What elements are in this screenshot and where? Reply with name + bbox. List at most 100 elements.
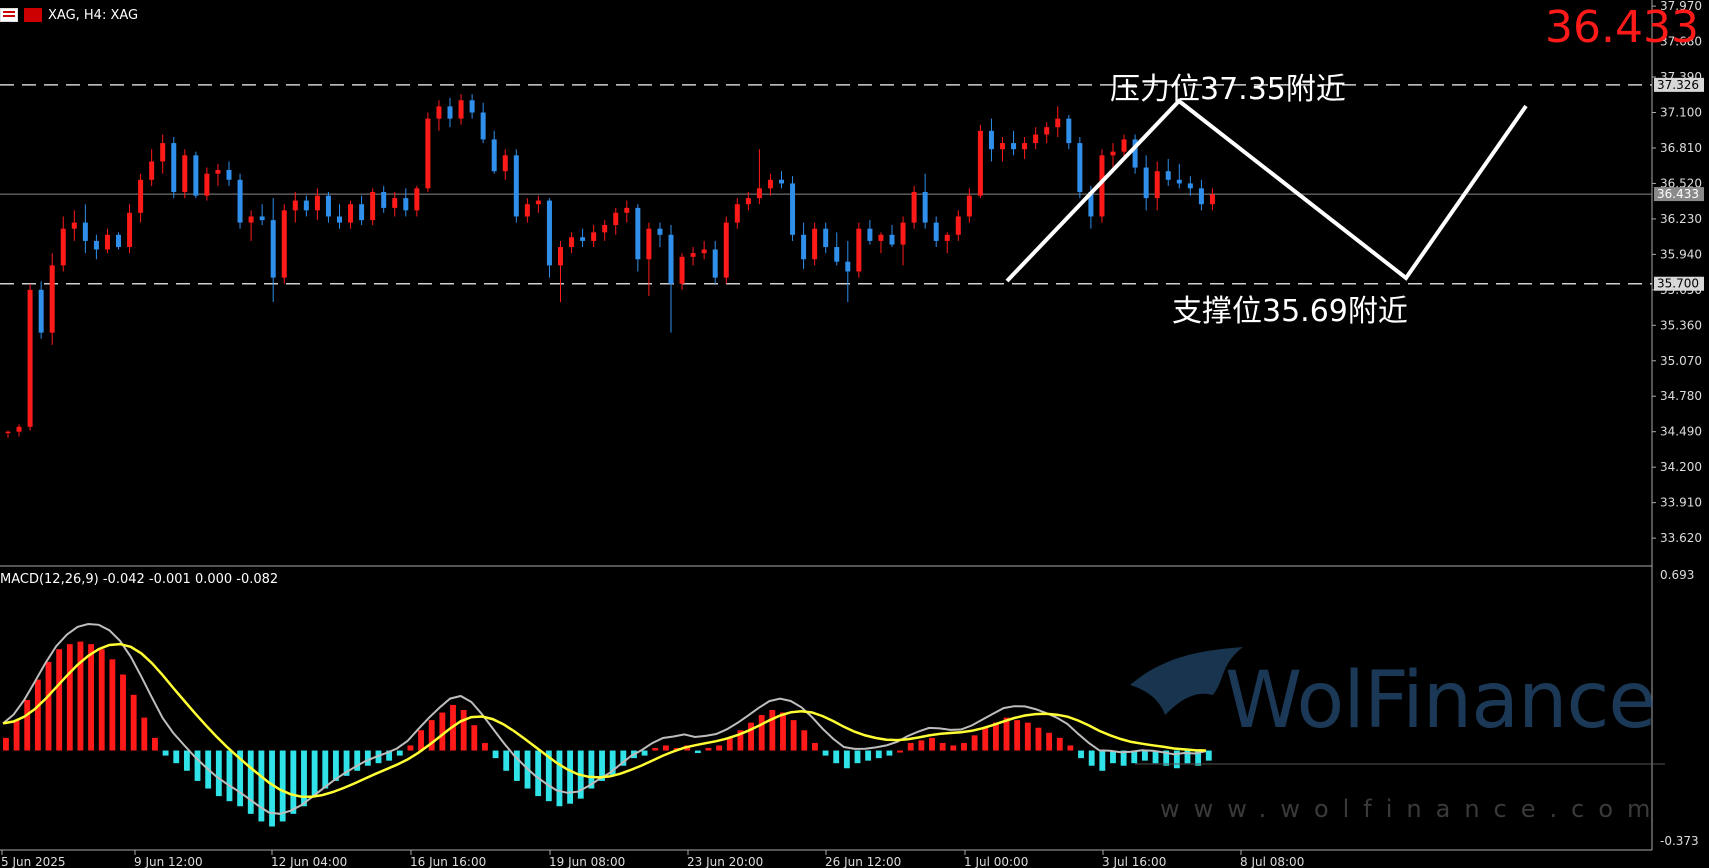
time-tick-label: 12 Jun 04:00: [271, 855, 347, 868]
candle-body: [392, 198, 398, 208]
candle-body: [403, 198, 409, 211]
chart-header: XAG, H4: XAG: [0, 5, 138, 25]
price-tick-label: 37.680: [1660, 35, 1702, 49]
candle-body: [955, 216, 961, 235]
macd-histogram-bar: [769, 710, 776, 751]
current-price-display: 36.433: [1545, 2, 1699, 53]
candle-body: [767, 179, 773, 189]
chart-window-icon[interactable]: [24, 8, 42, 22]
candle-body: [988, 130, 994, 150]
macd-tick-label: 0.693: [1660, 568, 1694, 582]
watermark-url: www.wolfinance.com: [1160, 795, 1665, 823]
time-tick-label: 5 Jun 2025: [1, 855, 66, 868]
candle-body: [1066, 118, 1072, 144]
macd-histogram-bar: [886, 750, 893, 756]
candle-body: [193, 155, 199, 196]
candle-body: [182, 155, 188, 193]
candle-body: [966, 195, 972, 217]
macd-histogram-bar: [875, 750, 882, 759]
candle-body: [701, 249, 707, 254]
candle-body: [933, 222, 939, 241]
macd-histogram-bar: [45, 661, 52, 751]
macd-histogram-bar: [907, 742, 914, 751]
candle-body: [337, 216, 342, 223]
macd-histogram-bar: [141, 717, 148, 751]
candle-body: [569, 237, 575, 248]
candle-body: [226, 169, 232, 180]
macd-histogram-bar: [950, 745, 957, 751]
macd-histogram-bar: [865, 750, 872, 761]
macd-histogram-bar: [183, 750, 190, 771]
macd-histogram-bar: [843, 750, 850, 769]
candle-body: [878, 234, 884, 241]
candle-body: [1099, 155, 1105, 217]
candle-body: [160, 143, 166, 162]
price-levels: [0, 84, 1652, 285]
macd-histogram-bar: [1120, 750, 1127, 766]
watermark-wing-icon: [1130, 647, 1243, 715]
candle-body: [27, 289, 33, 427]
candle-body: [1044, 127, 1050, 135]
macd-histogram-bar: [343, 750, 350, 776]
candle-body: [1055, 118, 1061, 128]
macd-histogram-bar: [439, 712, 446, 751]
macd-histogram-bar: [939, 742, 946, 751]
macd-histogram-bar: [98, 649, 105, 751]
candle-body: [602, 225, 608, 233]
candle-body: [204, 173, 210, 196]
candle-body: [823, 228, 829, 248]
price-tick-label: 35.940: [1660, 247, 1702, 261]
candle-body: [922, 192, 928, 223]
macd-histogram-bar: [705, 747, 712, 751]
candle-body: [1000, 143, 1005, 150]
candle-body: [1077, 143, 1083, 193]
time-tick-label: 9 Jun 12:00: [134, 855, 203, 868]
macd-histogram-bar: [109, 659, 116, 751]
macd-histogram-bar: [971, 735, 978, 751]
macd-panel: 0.693 -0.373: [2, 568, 1699, 848]
macd-histogram-bar: [386, 750, 393, 761]
candle-body: [38, 289, 44, 333]
macd-histogram-bar: [354, 750, 361, 771]
candle-body: [712, 249, 718, 278]
macd-histogram-bar: [460, 710, 467, 751]
macd-signal-line: [2, 642, 1206, 799]
candle-body: [524, 204, 530, 217]
macd-histogram-bar: [130, 694, 137, 751]
candle-body: [1154, 171, 1160, 199]
macd-histogram-bar: [609, 750, 616, 776]
candle-body: [580, 237, 586, 241]
price-tag-label: 37.326: [1657, 78, 1699, 92]
price-tick-label: 37.970: [1660, 0, 1702, 13]
macd-histogram-bar: [641, 750, 648, 756]
candle-body: [49, 265, 55, 333]
macd-histogram-bar: [748, 722, 754, 751]
candle-body: [237, 179, 243, 223]
macd-histogram-bar: [226, 750, 233, 802]
macd-histogram-bar: [215, 750, 222, 797]
macd-histogram-bar: [407, 745, 414, 751]
macd-histogram-bar: [556, 750, 563, 807]
macd-main-line: [2, 622, 1207, 815]
grid-window-icon[interactable]: [0, 8, 18, 22]
candle-body: [138, 179, 144, 213]
macd-histogram-bar: [726, 737, 733, 751]
candle-body: [381, 192, 387, 208]
time-tick-label: 8 Jul 08:00: [1240, 855, 1304, 868]
macd-histogram-bar: [162, 750, 169, 756]
candle-body: [657, 228, 663, 235]
macd-histogram-bar: [833, 750, 840, 764]
candle-body: [82, 222, 88, 241]
price-axis[interactable]: 37.97037.68037.39037.10036.81036.52036.2…: [1652, 0, 1704, 545]
macd-histogram-bar: [1046, 732, 1053, 751]
macd-title: MACD(12,26,9) -0.042 -0.001 0.000 -0.082: [0, 572, 279, 587]
candle-body: [801, 234, 807, 260]
price-tick-label: 36.520: [1660, 176, 1702, 190]
macd-histogram-bar: [1099, 750, 1106, 771]
candle-body: [1165, 171, 1171, 180]
price-tick-label: 35.070: [1660, 354, 1702, 368]
time-axis[interactable]: 5 Jun 2025 9 Jun 12:00 12 Jun 04:00 16 Jun …: [1, 850, 1304, 868]
macd-histogram-bar: [1003, 717, 1010, 751]
macd-histogram-bar: [34, 679, 41, 751]
